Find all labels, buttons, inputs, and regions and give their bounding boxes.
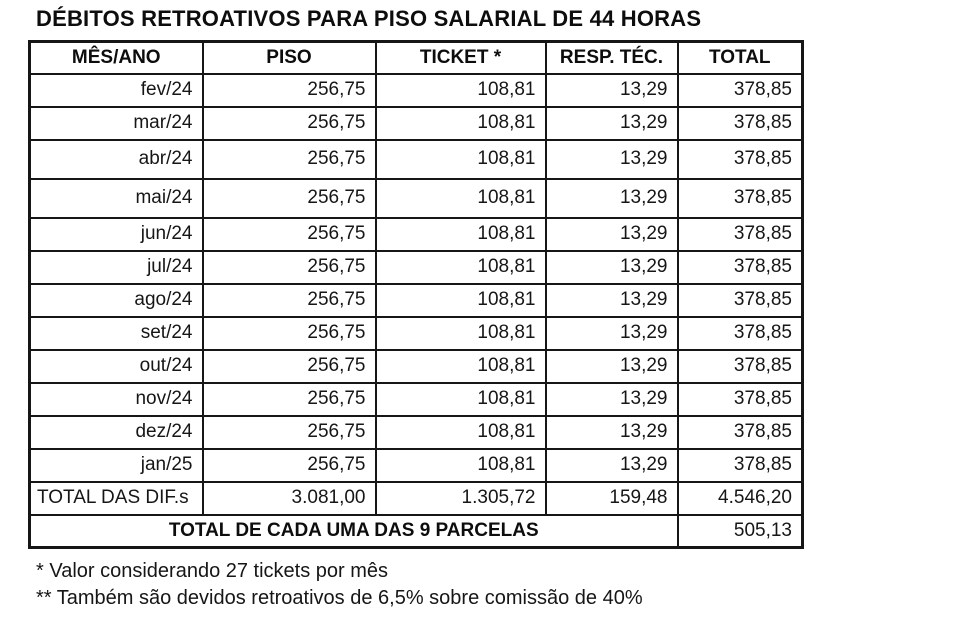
table-row: mar/24 256,75 108,81 13,29 378,85 — [28, 105, 804, 141]
resp-tec-cell: 13,29 — [544, 282, 679, 318]
ticket-cell: 108,81 — [374, 216, 547, 252]
total-cell: 378,85 — [676, 72, 804, 108]
table-row: abr/24 256,75 108,81 13,29 378,85 — [28, 138, 804, 180]
table-row: out/24 256,75 108,81 13,29 378,85 — [28, 348, 804, 384]
ticket-cell: 108,81 — [374, 381, 547, 417]
table-row: ago/24 256,75 108,81 13,29 378,85 — [28, 282, 804, 318]
resp-tec-cell: 13,29 — [544, 249, 679, 285]
piso-cell: 256,75 — [201, 282, 377, 318]
footnote-retroativos: ** Também são devidos retroativos de 6,5… — [36, 587, 643, 609]
ticket-cell: 108,81 — [374, 447, 547, 483]
resp-tec-cell: 13,29 — [544, 348, 679, 384]
totals-ticket-cell: 1.305,72 — [374, 480, 547, 516]
footnotes: * Valor considerando 27 tickets por mês … — [36, 558, 960, 612]
column-header-mes-ano: MÊS/ANO — [28, 40, 204, 75]
month-cell: dez/24 — [28, 414, 204, 450]
table-row: nov/24 256,75 108,81 13,29 378,85 — [28, 381, 804, 417]
table-row: set/24 256,75 108,81 13,29 378,85 — [28, 315, 804, 351]
piso-cell: 256,75 — [201, 249, 377, 285]
resp-tec-cell: 13,29 — [544, 72, 679, 108]
total-cell: 378,85 — [676, 348, 804, 384]
installment-value-cell: 505,13 — [676, 513, 804, 549]
table-row: jun/24 256,75 108,81 13,29 378,85 — [28, 216, 804, 252]
totals-resp-tec-cell: 159,48 — [544, 480, 679, 516]
ticket-cell: 108,81 — [374, 249, 547, 285]
ticket-cell: 108,81 — [374, 414, 547, 450]
total-cell: 378,85 — [676, 216, 804, 252]
piso-cell: 256,75 — [201, 447, 377, 483]
column-header-piso: PISO — [201, 40, 377, 75]
resp-tec-cell: 13,29 — [544, 177, 679, 219]
month-cell: jun/24 — [28, 216, 204, 252]
retro-debits-table: MÊS/ANO PISO TICKET * RESP. TÉC. TOTAL f… — [28, 40, 804, 549]
total-cell: 378,85 — [676, 414, 804, 450]
header-row: MÊS/ANO PISO TICKET * RESP. TÉC. TOTAL — [28, 40, 804, 75]
piso-cell: 256,75 — [201, 72, 377, 108]
installment-row: TOTAL DE CADA UMA DAS 9 PARCELAS 505,13 — [28, 513, 804, 549]
month-cell: jul/24 — [28, 249, 204, 285]
column-header-resp-tec: RESP. TÉC. — [544, 40, 679, 75]
month-cell: ago/24 — [28, 282, 204, 318]
column-header-total: TOTAL — [676, 40, 804, 75]
ticket-cell: 108,81 — [374, 138, 547, 180]
resp-tec-cell: 13,29 — [544, 381, 679, 417]
resp-tec-cell: 13,29 — [544, 447, 679, 483]
ticket-cell: 108,81 — [374, 72, 547, 108]
ticket-cell: 108,81 — [374, 348, 547, 384]
totals-total-cell: 4.546,20 — [676, 480, 804, 516]
total-cell: 378,85 — [676, 138, 804, 180]
total-cell: 378,85 — [676, 105, 804, 141]
footnote-tickets: * Valor considerando 27 tickets por mês — [36, 560, 389, 582]
month-cell: abr/24 — [28, 138, 204, 180]
total-cell: 378,85 — [676, 282, 804, 318]
table-row: dez/24 256,75 108,81 13,29 378,85 — [28, 414, 804, 450]
table-row: jan/25 256,75 108,81 13,29 378,85 — [28, 447, 804, 483]
resp-tec-cell: 13,29 — [544, 138, 679, 180]
resp-tec-cell: 13,29 — [544, 414, 679, 450]
table-row: mai/24 256,75 108,81 13,29 378,85 — [28, 177, 804, 219]
table-row: jul/24 256,75 108,81 13,29 378,85 — [28, 249, 804, 285]
piso-cell: 256,75 — [201, 105, 377, 141]
month-cell: mar/24 — [28, 105, 204, 141]
piso-cell: 256,75 — [201, 177, 377, 219]
resp-tec-cell: 13,29 — [544, 105, 679, 141]
ticket-cell: 108,81 — [374, 177, 547, 219]
month-cell: jan/25 — [28, 447, 204, 483]
ticket-cell: 108,81 — [374, 105, 547, 141]
ticket-cell: 108,81 — [374, 315, 547, 351]
piso-cell: 256,75 — [201, 381, 377, 417]
resp-tec-cell: 13,29 — [544, 315, 679, 351]
total-cell: 378,85 — [676, 447, 804, 483]
month-cell: fev/24 — [28, 72, 204, 108]
month-cell: mai/24 — [28, 177, 204, 219]
piso-cell: 256,75 — [201, 315, 377, 351]
piso-cell: 256,75 — [201, 138, 377, 180]
installment-label: TOTAL DE CADA UMA DAS 9 PARCELAS — [28, 513, 679, 549]
totals-label: TOTAL DAS DIF.s — [28, 480, 204, 516]
total-cell: 378,85 — [676, 315, 804, 351]
totals-piso-cell: 3.081,00 — [201, 480, 377, 516]
month-cell: set/24 — [28, 315, 204, 351]
month-cell: out/24 — [28, 348, 204, 384]
table-row: fev/24 256,75 108,81 13,29 378,85 — [28, 72, 804, 108]
page-title: DÉBITOS RETROATIVOS PARA PISO SALARIAL D… — [36, 6, 702, 31]
ticket-cell: 108,81 — [374, 282, 547, 318]
piso-cell: 256,75 — [201, 414, 377, 450]
month-cell: nov/24 — [28, 381, 204, 417]
piso-cell: 256,75 — [201, 348, 377, 384]
totals-row: TOTAL DAS DIF.s 3.081,00 1.305,72 159,48… — [28, 480, 804, 516]
resp-tec-cell: 13,29 — [544, 216, 679, 252]
piso-cell: 256,75 — [201, 216, 377, 252]
column-header-ticket: TICKET * — [374, 40, 547, 75]
total-cell: 378,85 — [676, 249, 804, 285]
total-cell: 378,85 — [676, 177, 804, 219]
total-cell: 378,85 — [676, 381, 804, 417]
